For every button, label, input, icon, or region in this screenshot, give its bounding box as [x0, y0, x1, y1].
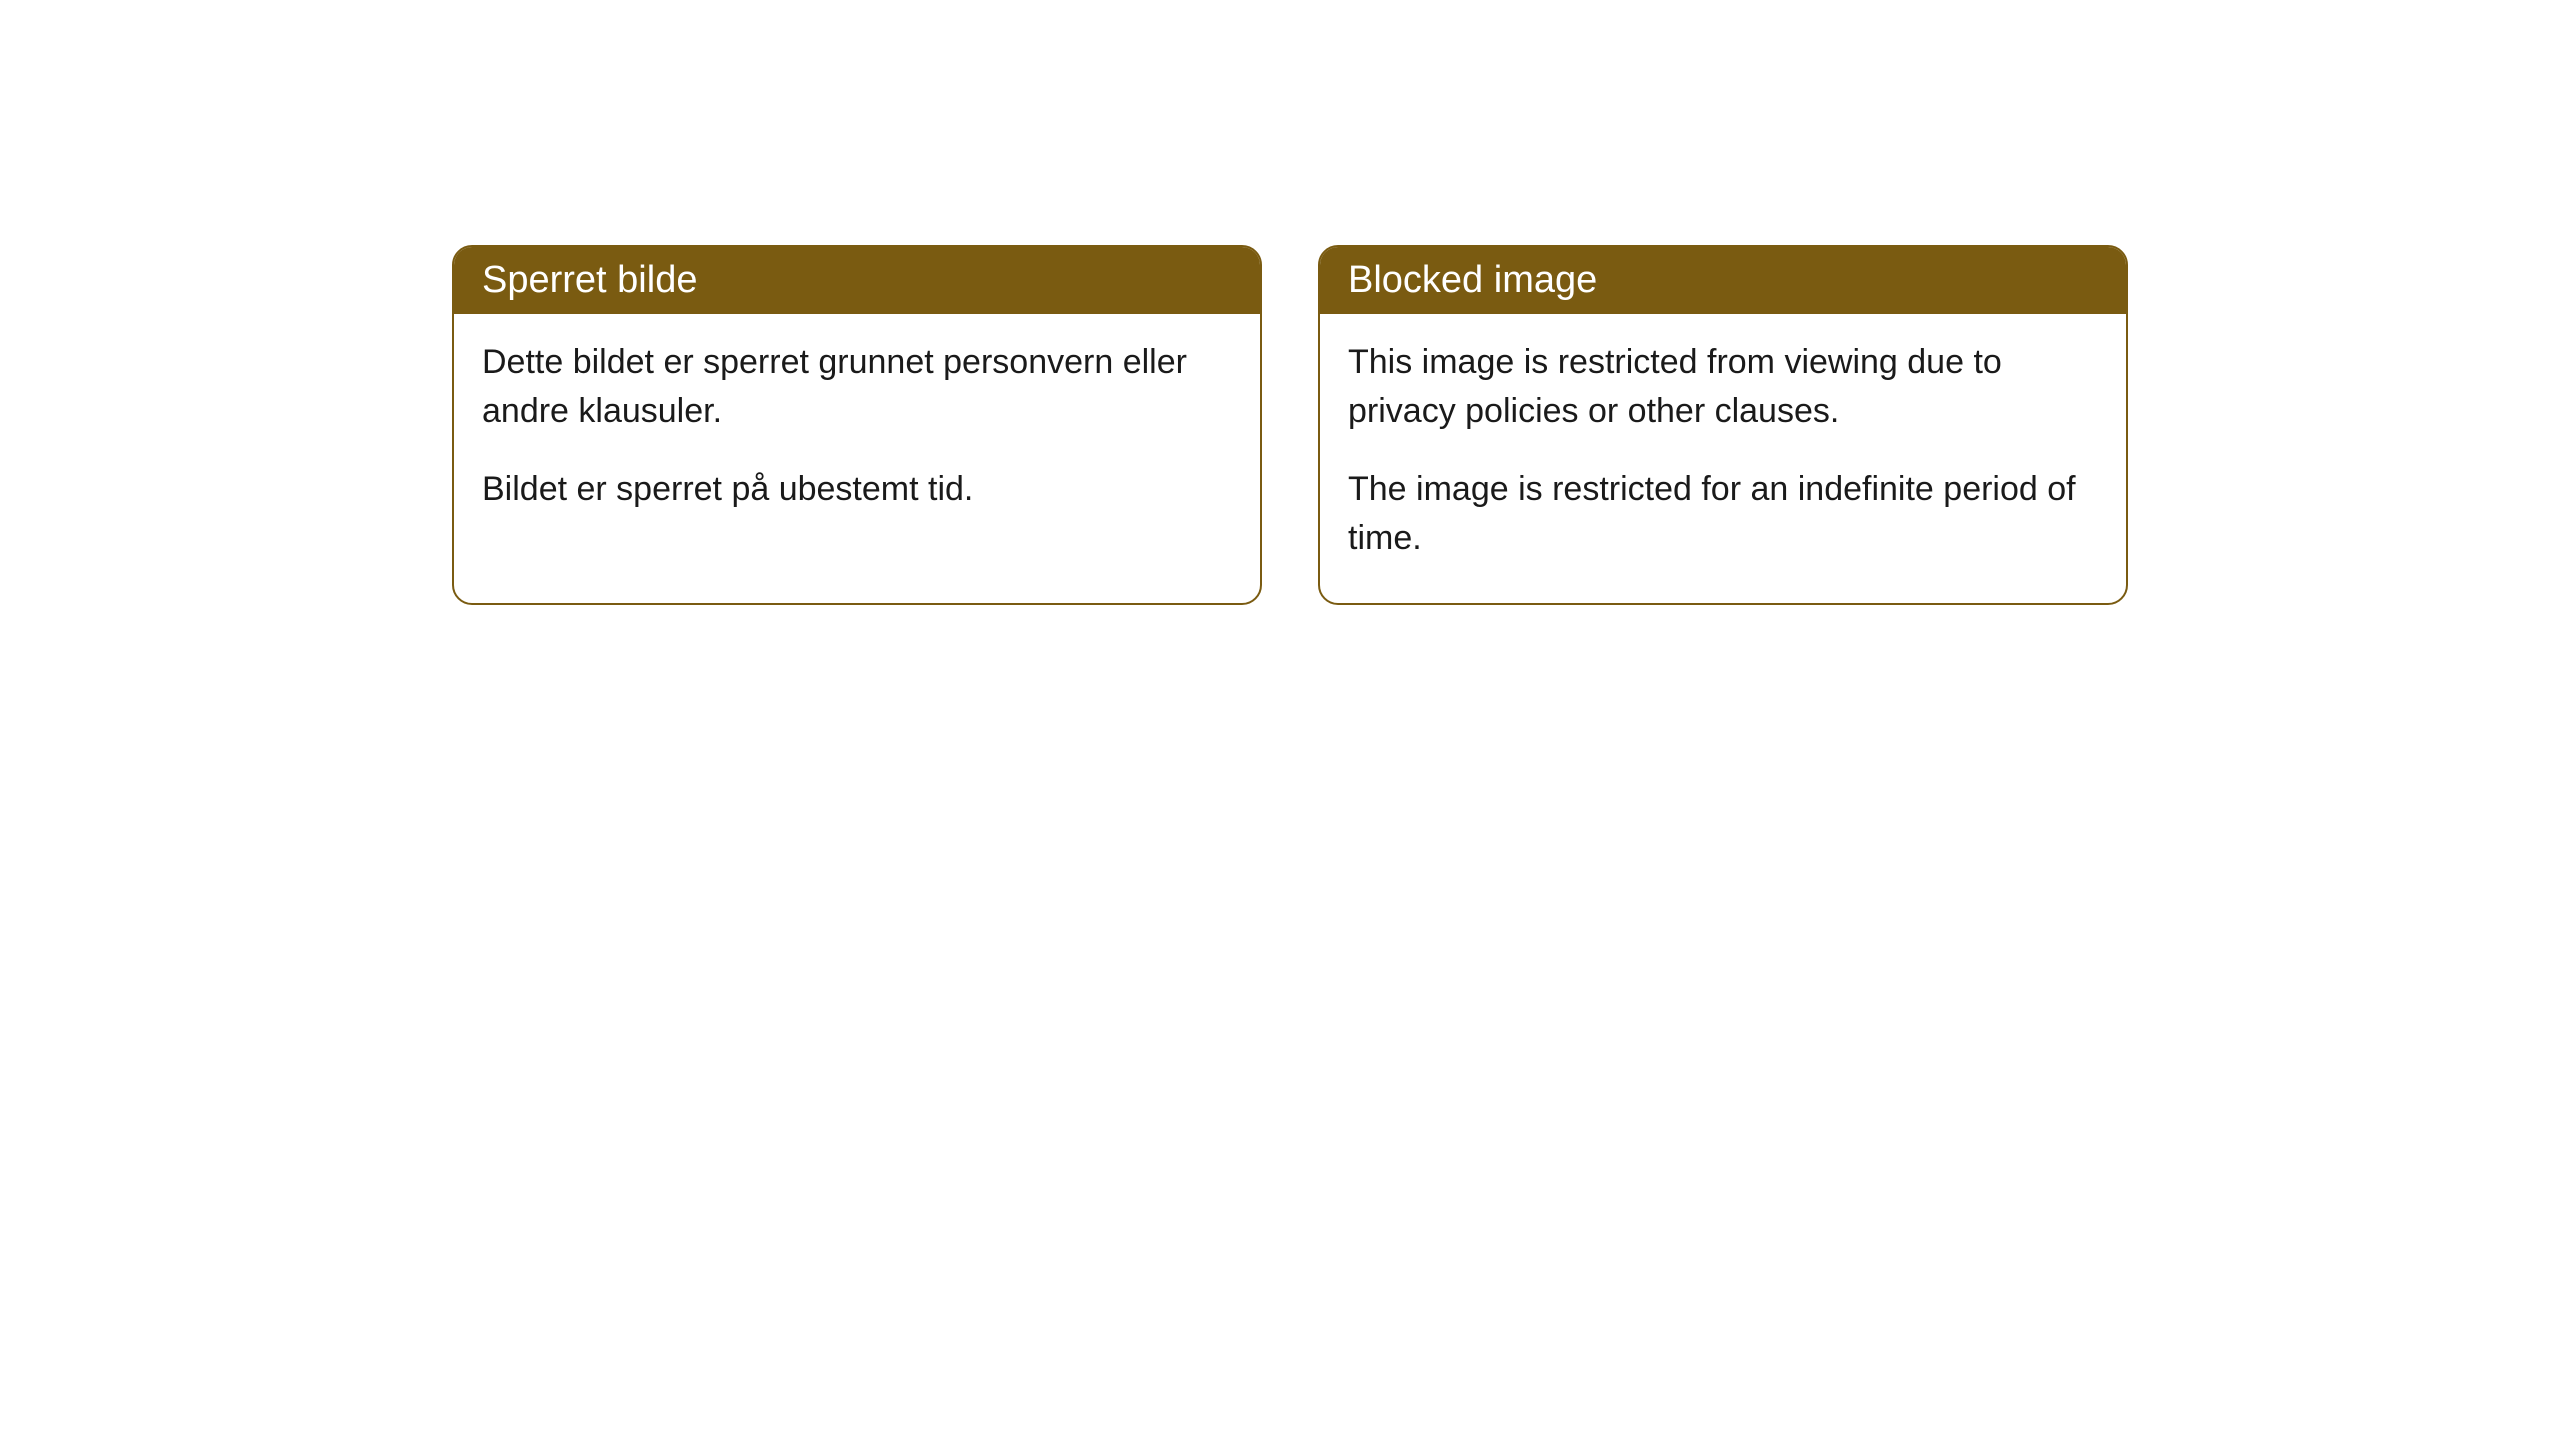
card-header-english: Blocked image — [1320, 247, 2126, 314]
card-paragraph: This image is restricted from viewing du… — [1348, 338, 2098, 437]
card-paragraph: The image is restricted for an indefinit… — [1348, 465, 2098, 564]
card-header-norwegian: Sperret bilde — [454, 247, 1260, 314]
card-container: Sperret bilde Dette bildet er sperret gr… — [452, 245, 2128, 605]
card-body-norwegian: Dette bildet er sperret grunnet personve… — [454, 314, 1260, 554]
card-norwegian: Sperret bilde Dette bildet er sperret gr… — [452, 245, 1262, 605]
card-english: Blocked image This image is restricted f… — [1318, 245, 2128, 605]
card-body-english: This image is restricted from viewing du… — [1320, 314, 2126, 603]
card-title: Sperret bilde — [482, 259, 697, 301]
card-paragraph: Dette bildet er sperret grunnet personve… — [482, 338, 1232, 437]
card-title: Blocked image — [1348, 259, 1597, 301]
card-paragraph: Bildet er sperret på ubestemt tid. — [482, 465, 1232, 514]
